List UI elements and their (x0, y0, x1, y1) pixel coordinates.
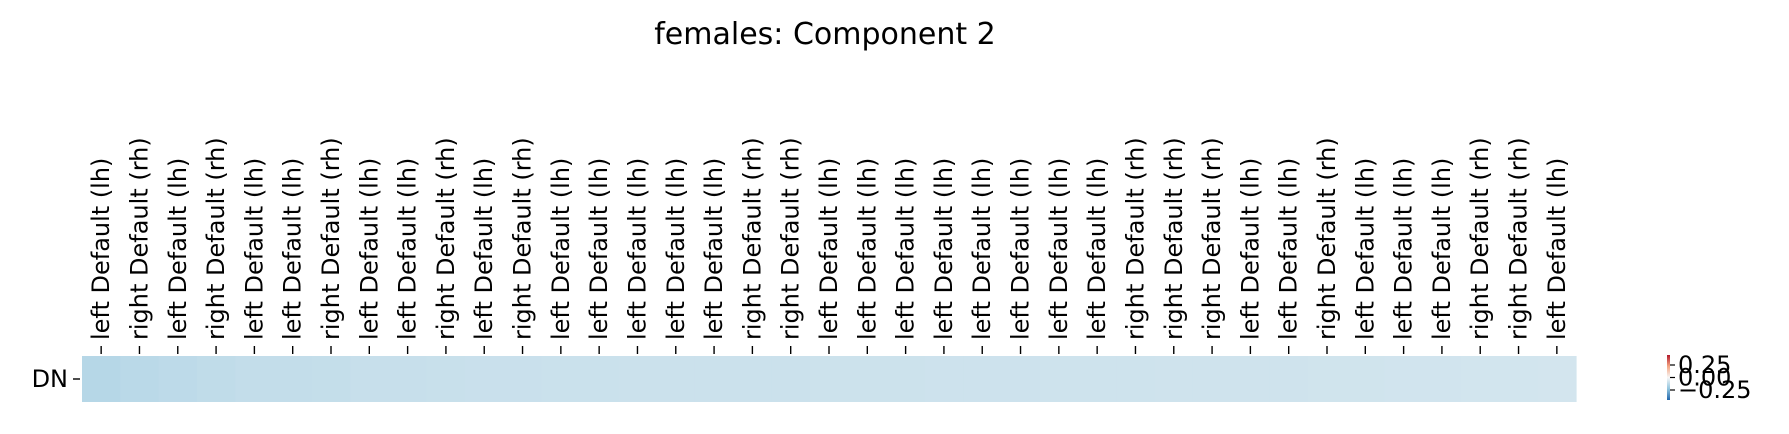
x-tick-label: left Default (lh) (930, 158, 958, 340)
heatmap-cell (235, 356, 275, 402)
colorbar-bar (1667, 355, 1670, 400)
chart-title: females: Component 2 (654, 17, 995, 52)
heatmap-cells (82, 356, 1577, 402)
x-tick-label: left Default (lh) (355, 158, 383, 340)
heatmap-cell (733, 356, 773, 402)
x-tick-label: left Default (lh) (1428, 158, 1456, 340)
x-axis-ticks: left Default (lh) right Default (rh) left … (87, 137, 1571, 354)
heatmap-cell (350, 356, 390, 402)
x-tick-label: left Default (lh) (164, 158, 192, 340)
heatmap-cell (120, 356, 160, 402)
heatmap-cell (1499, 356, 1539, 402)
x-tick-label: right Default (rh) (1505, 137, 1533, 340)
x-tick-label: right Default (rh) (1198, 137, 1226, 340)
x-tick-label: left Default (lh) (623, 158, 651, 340)
y-axis-ticks: DN (32, 365, 80, 393)
x-tick-label: left Default (lh) (1275, 158, 1303, 340)
heatmap-cell (1422, 356, 1462, 402)
x-tick-label: right Default (rh) (317, 137, 345, 340)
heatmap-cell (924, 356, 964, 402)
x-tick-label: left Default (lh) (394, 158, 422, 340)
x-tick-label: left Default (lh) (815, 158, 843, 340)
heatmap-cell (1384, 356, 1424, 402)
x-tick-label: left Default (lh) (547, 158, 575, 340)
x-tick-label: left Default (lh) (1083, 158, 1111, 340)
x-tick-label: left Default (lh) (968, 158, 996, 340)
heatmap-cell (1154, 356, 1194, 402)
heatmap-cell (1192, 356, 1232, 402)
heatmap-cell (1269, 356, 1309, 402)
x-tick-label: left Default (lh) (1045, 158, 1073, 340)
heatmap-cell (809, 356, 849, 402)
x-tick-label: left Default (lh) (87, 158, 115, 340)
x-tick-label: left Default (lh) (240, 158, 268, 340)
x-tick-label: left Default (lh) (1236, 158, 1264, 340)
heatmap-cell (1116, 356, 1156, 402)
heatmap-cell (1039, 356, 1079, 402)
heatmap-cell (771, 356, 811, 402)
heatmap-cell (656, 356, 696, 402)
heatmap-cell (1001, 356, 1041, 402)
heatmap-cell (1078, 356, 1117, 402)
heatmap-cell (848, 356, 888, 402)
heatmap-cell (963, 356, 1002, 402)
heatmap-cell (1461, 356, 1500, 402)
heatmap-cell (158, 356, 198, 402)
x-tick-label: right Default (rh) (1313, 137, 1341, 340)
heatmap-cell (1231, 356, 1271, 402)
x-tick-label: right Default (rh) (738, 137, 766, 340)
heatmap-cell (541, 356, 581, 402)
heatmap-cell (694, 356, 734, 402)
heatmap-cell (1537, 356, 1577, 402)
x-tick-label: right Default (rh) (432, 137, 460, 340)
x-tick-label: left Default (lh) (470, 158, 498, 340)
x-tick-label: left Default (lh) (1543, 158, 1571, 340)
x-tick-label: left Default (lh) (1351, 158, 1379, 340)
heatmap-cell (503, 356, 543, 402)
x-tick-label: left Default (lh) (662, 158, 690, 340)
colorbar-tick-label: 0.00 (1678, 364, 1731, 392)
heatmap-cell (311, 356, 351, 402)
heatmap-cell (465, 356, 504, 402)
x-tick-label: left Default (lh) (853, 158, 881, 340)
heatmap-cell (1346, 356, 1386, 402)
heatmap-cell (82, 356, 121, 402)
y-tick-label: DN (32, 365, 68, 393)
x-tick-label: right Default (rh) (509, 137, 537, 340)
x-tick-label: left Default (lh) (585, 158, 613, 340)
heatmap-cell (273, 356, 313, 402)
heatmap-cell (388, 356, 428, 402)
x-tick-label: right Default (rh) (1160, 137, 1188, 340)
heatmap-cell (580, 356, 619, 402)
colorbar: 0.250.00−0.25 (1667, 351, 1752, 404)
colorbar-tick-label: 0.25 (1678, 351, 1731, 379)
x-tick-label: right Default (rh) (1121, 137, 1149, 340)
x-tick-label: left Default (lh) (700, 158, 728, 340)
heatmap-cell (196, 356, 236, 402)
x-tick-label: left Default (lh) (892, 158, 920, 340)
heatmap-cell (1307, 356, 1347, 402)
heatmap-cell (618, 356, 658, 402)
x-tick-label: right Default (rh) (1466, 137, 1494, 340)
x-tick-label: left Default (lh) (279, 158, 307, 340)
x-tick-label: left Default (lh) (1007, 158, 1035, 340)
x-tick-label: right Default (rh) (202, 137, 230, 340)
heatmap-cell (886, 356, 926, 402)
heatmap-cell (426, 356, 466, 402)
colorbar-tick-label: −0.25 (1678, 376, 1752, 404)
x-tick-label: left Default (lh) (1390, 158, 1418, 340)
x-tick-label: right Default (rh) (125, 137, 153, 340)
x-tick-label: right Default (rh) (777, 137, 805, 340)
